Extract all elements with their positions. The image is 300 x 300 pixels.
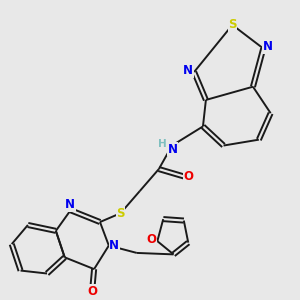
- Text: H: H: [158, 139, 167, 149]
- Text: N: N: [168, 142, 178, 156]
- Text: O: O: [183, 170, 193, 183]
- Text: O: O: [88, 285, 98, 298]
- Text: N: N: [109, 239, 119, 252]
- Text: O: O: [146, 233, 157, 246]
- Text: S: S: [116, 207, 125, 220]
- Text: N: N: [183, 64, 193, 77]
- Text: N: N: [65, 199, 75, 212]
- Text: S: S: [228, 18, 237, 32]
- Text: N: N: [263, 40, 273, 53]
